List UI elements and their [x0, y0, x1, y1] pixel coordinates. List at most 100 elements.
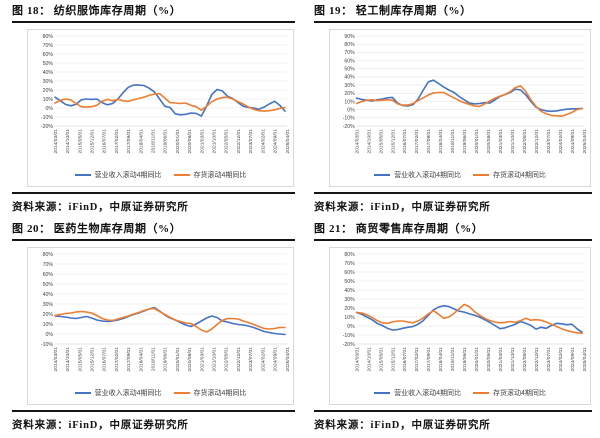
- svg-text:2019/06/01: 2019/06/01: [462, 129, 468, 154]
- inventory-line-swatch-icon: [473, 392, 489, 394]
- svg-text:20%: 20%: [344, 91, 355, 97]
- svg-text:2017/02/01: 2017/02/01: [414, 347, 420, 372]
- legend-item-inventory: 存货滚动4期同比: [473, 170, 546, 180]
- svg-text:60%: 60%: [43, 52, 54, 58]
- svg-text:2021/03/01: 2021/03/01: [199, 129, 205, 154]
- svg-text:2022/05/01: 2022/05/01: [522, 347, 528, 372]
- figure-20-title-text: 医药生物库存周期（%）: [53, 223, 182, 235]
- legend-item-inventory: 存货滚动4期同比: [173, 388, 246, 398]
- svg-text:2020/01/01: 2020/01/01: [175, 129, 181, 154]
- svg-text:2015/12/01: 2015/12/01: [390, 129, 396, 154]
- legend-label-inventory: 存货滚动4期同比: [493, 172, 546, 179]
- svg-text:2016/07/01: 2016/07/01: [102, 347, 108, 372]
- chart-legend-20: 营业收入滚动4期同比 存货滚动4期同比: [30, 384, 291, 402]
- figure-20-title: 图 20： 医药生物库存周期（%）: [12, 222, 295, 237]
- svg-text:2023/07/01: 2023/07/01: [248, 129, 254, 154]
- inventory-line-swatch-icon: [173, 174, 190, 176]
- svg-text:2023/07/01: 2023/07/01: [248, 347, 254, 372]
- chart-box-20: 80% 70% 60% 50% 40% 30% 20% 10% 0% -10% 2014/03/01…: [27, 247, 294, 405]
- revenue-line-swatch-icon: [374, 392, 391, 394]
- svg-text:2020/08/01: 2020/08/01: [486, 129, 492, 154]
- chart-box-19: 90% 80% 70% 60% 50% 40% 30% 20% 10% 0% -10% -20% 201…: [329, 29, 591, 187]
- svg-text:2021/10/01: 2021/10/01: [510, 129, 516, 154]
- source-note-20: 资料来源：iFinD，中原证券研究所: [12, 420, 189, 431]
- svg-text:2015/12/01: 2015/12/01: [90, 347, 96, 372]
- svg-text:2017/09/01: 2017/09/01: [426, 129, 432, 154]
- svg-text:2024/09/01: 2024/09/01: [273, 129, 279, 154]
- legend-label-revenue: 营业收入滚动4期同比: [394, 390, 461, 397]
- svg-text:20%: 20%: [43, 88, 54, 94]
- svg-text:10%: 10%: [344, 99, 355, 105]
- legend-label-inventory: 存货滚动4期同比: [193, 172, 247, 179]
- svg-text:2020/01/01: 2020/01/01: [474, 347, 480, 372]
- source-divider: [12, 192, 295, 194]
- svg-text:40%: 40%: [43, 70, 54, 76]
- legend-item-revenue: 营业收入滚动4期同比: [374, 170, 461, 180]
- svg-text:2018/04/01: 2018/04/01: [438, 129, 444, 154]
- svg-text:2018/11/01: 2018/11/01: [450, 129, 456, 153]
- svg-text:2015/05/01: 2015/05/01: [378, 347, 384, 372]
- svg-text:2020/08/01: 2020/08/01: [187, 129, 193, 154]
- svg-text:2022/12/01: 2022/12/01: [236, 129, 242, 154]
- svg-text:2019/06/01: 2019/06/01: [462, 347, 468, 372]
- figure-19-number: 图 19：: [314, 5, 353, 17]
- revenue-line-swatch-icon: [74, 174, 91, 176]
- svg-text:2020/08/01: 2020/08/01: [187, 347, 193, 372]
- svg-text:2017/02/01: 2017/02/01: [114, 129, 120, 154]
- source-note-18: 资料来源：iFinD，中原证券研究所: [12, 202, 189, 213]
- svg-text:2014/10/01: 2014/10/01: [65, 129, 71, 154]
- svg-text:2018/04/01: 2018/04/01: [438, 347, 444, 372]
- svg-text:30%: 30%: [43, 302, 54, 308]
- svg-text:2014/03/01: 2014/03/01: [354, 129, 360, 154]
- chart-legend-21: 营业收入滚动4期同比 存货滚动4期同比: [332, 384, 588, 402]
- svg-text:2014/10/01: 2014/10/01: [366, 129, 372, 154]
- svg-text:2014/10/01: 2014/10/01: [65, 347, 71, 372]
- svg-text:2022/12/01: 2022/12/01: [534, 129, 540, 154]
- line-chart-canvas-20: 80% 70% 60% 50% 40% 30% 20% 10% 0% -10%2014/03/01…: [41, 252, 291, 372]
- svg-text:2021/10/01: 2021/10/01: [212, 347, 218, 372]
- svg-text:2018/11/01: 2018/11/01: [151, 129, 157, 153]
- svg-text:2023/07/01: 2023/07/01: [546, 129, 552, 154]
- title-divider: [314, 239, 592, 241]
- svg-text:-10%: -10%: [343, 333, 355, 339]
- svg-text:2024/02/01: 2024/02/01: [260, 129, 266, 154]
- source-divider: [314, 410, 592, 412]
- svg-text:2020/01/01: 2020/01/01: [175, 347, 181, 372]
- svg-text:40%: 40%: [43, 292, 54, 298]
- svg-text:40%: 40%: [344, 75, 355, 81]
- svg-text:2019/06/01: 2019/06/01: [163, 129, 169, 154]
- svg-text:2014/03/01: 2014/03/01: [53, 347, 59, 372]
- title-divider: [12, 21, 295, 23]
- legend-label-revenue: 营业收入滚动4期同比: [94, 172, 162, 179]
- title-divider: [314, 21, 592, 23]
- svg-text:30%: 30%: [344, 297, 355, 303]
- svg-text:2017/09/01: 2017/09/01: [126, 347, 132, 372]
- svg-text:60%: 60%: [344, 270, 355, 276]
- svg-text:2025/04/01: 2025/04/01: [582, 129, 588, 154]
- svg-text:20%: 20%: [43, 312, 54, 318]
- chart-box-18: 80% 70% 60% 50% 40% 30% 20% 10% 0% -10% -20% 2014/0…: [27, 29, 294, 187]
- svg-text:80%: 80%: [43, 34, 54, 40]
- svg-text:40%: 40%: [344, 288, 355, 294]
- legend-item-revenue: 营业收入滚动4期同比: [74, 170, 162, 180]
- figure-panel-18: 图 18： 纺织服饰库存周期（%） 80% 70% 60% 50% 40% 30% 20% 10…: [12, 4, 295, 214]
- svg-text:2016/07/01: 2016/07/01: [102, 129, 108, 154]
- svg-text:2015/12/01: 2015/12/01: [390, 347, 396, 372]
- svg-text:0%: 0%: [46, 106, 54, 112]
- svg-text:2014/10/01: 2014/10/01: [366, 347, 372, 372]
- revenue-line-swatch-icon: [74, 392, 91, 394]
- legend-label-revenue: 营业收入滚动4期同比: [94, 390, 162, 397]
- svg-text:2022/12/01: 2022/12/01: [236, 347, 242, 372]
- svg-text:90%: 90%: [344, 34, 355, 40]
- figure-19-title: 图 19： 轻工制库存周期（%）: [314, 4, 592, 19]
- svg-text:2021/10/01: 2021/10/01: [510, 347, 516, 372]
- svg-text:2015/05/01: 2015/05/01: [378, 129, 384, 154]
- svg-text:2018/04/01: 2018/04/01: [138, 129, 144, 154]
- svg-text:2021/03/01: 2021/03/01: [199, 347, 205, 372]
- svg-text:2017/09/01: 2017/09/01: [126, 129, 132, 154]
- svg-text:10%: 10%: [344, 315, 355, 321]
- svg-text:70%: 70%: [43, 262, 54, 268]
- svg-text:2021/03/01: 2021/03/01: [498, 347, 504, 372]
- svg-text:2025/04/01: 2025/04/01: [582, 347, 588, 372]
- svg-text:70%: 70%: [43, 43, 54, 49]
